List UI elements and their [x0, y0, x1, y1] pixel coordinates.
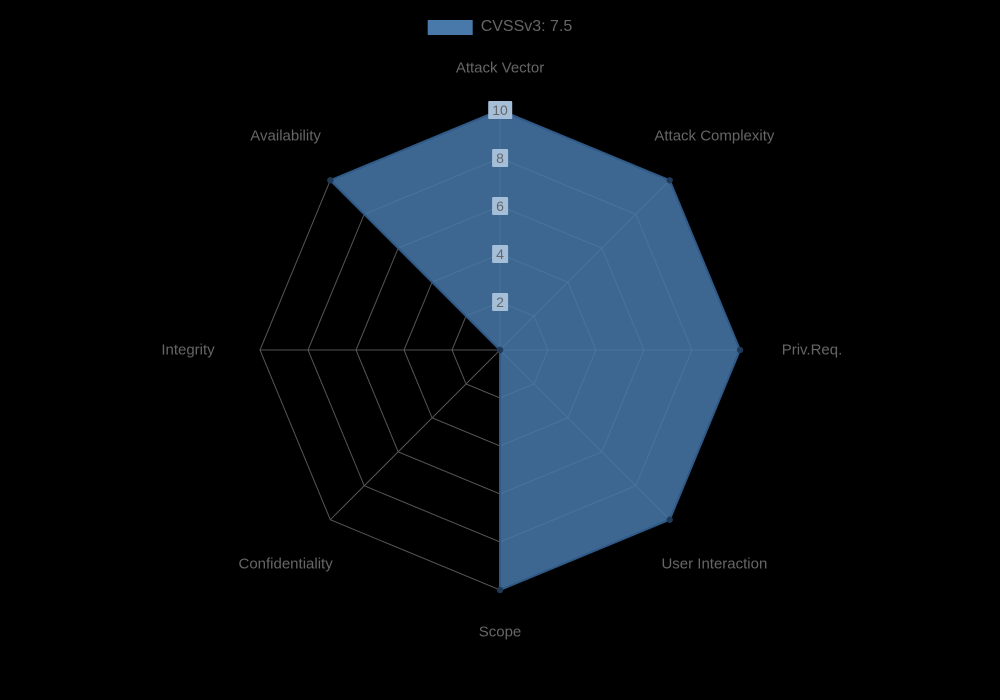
axis-label: Attack Vector [456, 60, 544, 77]
tick-label: 8 [492, 149, 508, 167]
tick-label: 10 [488, 101, 512, 119]
axis-label: Availability [250, 127, 321, 144]
axis-label: Confidentiality [238, 556, 332, 573]
tick-label: 6 [492, 197, 508, 215]
axis-label: Priv.Req. [782, 342, 843, 359]
tick-label: 4 [492, 245, 508, 263]
axis-label: Scope [479, 624, 522, 641]
tick-label: 2 [492, 293, 508, 311]
axis-label: User Interaction [661, 556, 767, 573]
axis-label: Integrity [161, 342, 214, 359]
radar-chart: CVSSv3: 7.5 Attack VectorAttack Complexi… [0, 0, 1000, 700]
axis-label: Attack Complexity [654, 127, 774, 144]
